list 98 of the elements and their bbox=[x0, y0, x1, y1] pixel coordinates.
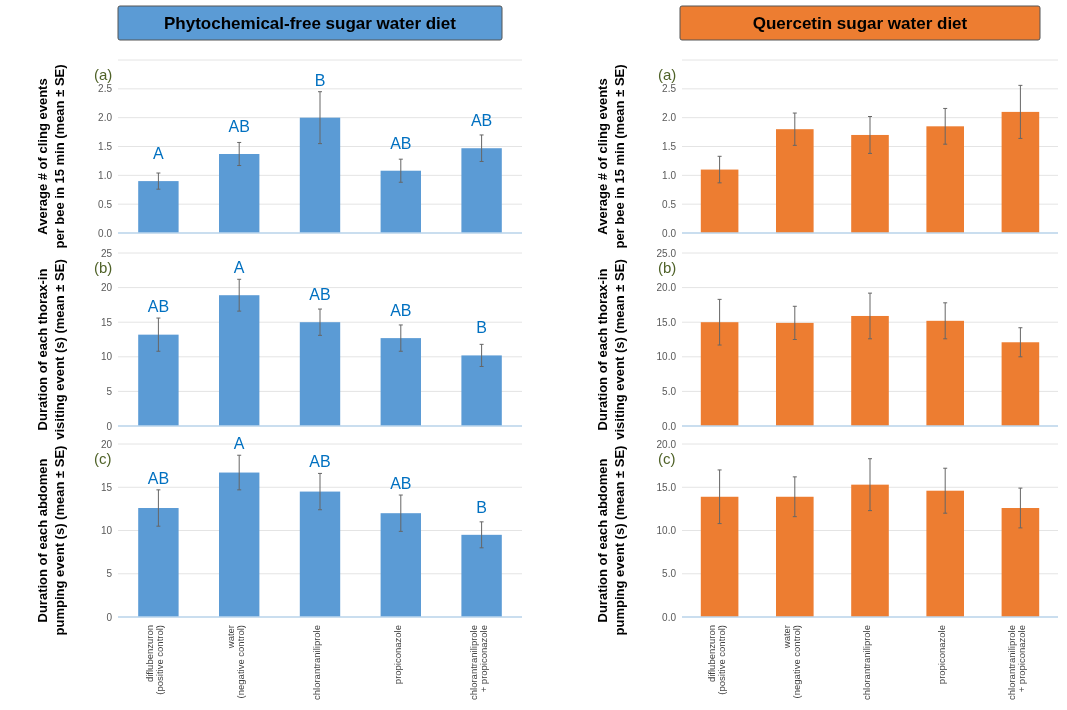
y-tick-label: 5.0 bbox=[662, 568, 677, 580]
y-tick-label: 0.5 bbox=[98, 198, 113, 210]
annotation: AB bbox=[147, 298, 170, 316]
y-tick-label: 2.0 bbox=[98, 112, 113, 124]
bar bbox=[138, 181, 179, 233]
y-tick-label: 20.0 bbox=[656, 282, 677, 294]
bar bbox=[299, 491, 341, 617]
y-tick-label: 2.5 bbox=[662, 83, 677, 95]
bar bbox=[219, 295, 260, 426]
annotation: A bbox=[233, 259, 245, 277]
y-tick-label: 1.0 bbox=[662, 169, 677, 181]
y-tick-label: 25 bbox=[100, 247, 113, 259]
bar bbox=[380, 513, 421, 617]
text: (a) bbox=[94, 66, 113, 83]
annotation: B bbox=[314, 71, 326, 89]
chart-title: Quercetin sugar water diet bbox=[752, 14, 968, 33]
bar bbox=[851, 315, 889, 426]
bar bbox=[926, 320, 964, 426]
bar bbox=[138, 334, 179, 426]
annotation: AB bbox=[309, 286, 331, 304]
y-tick-label: 10.0 bbox=[656, 525, 677, 536]
y-tick-label: 15 bbox=[100, 316, 113, 328]
y-axis-title: Duration of each thorax-in visiting event (s) (mean ± SE) bbox=[594, 259, 627, 440]
bar bbox=[700, 322, 739, 426]
y-tick-label: 20 bbox=[100, 282, 113, 294]
y-tick-label: 1.0 bbox=[98, 169, 113, 181]
y-tick-label: 10.0 bbox=[656, 351, 677, 363]
annotation: B bbox=[476, 498, 487, 516]
bar bbox=[299, 117, 341, 233]
annotation: AB bbox=[309, 453, 331, 471]
annotation: A bbox=[153, 145, 165, 163]
bar bbox=[380, 170, 421, 233]
y-tick-label: 25.0 bbox=[656, 247, 677, 259]
y-tick-label: 2.5 bbox=[98, 83, 113, 95]
y-tick-label: 5 bbox=[106, 568, 113, 580]
x-tick-label: chlorantraniliprole bbox=[311, 625, 322, 700]
bar bbox=[299, 322, 341, 426]
text: (c) bbox=[658, 450, 676, 467]
annotation: AB bbox=[390, 475, 412, 493]
chart-title: Phytochemical-free sugar water diet bbox=[164, 14, 457, 33]
y-axis-title: Duration of each thorax-in visiting event (s) (mean ± SE) bbox=[34, 259, 67, 440]
y-tick-label: 5.0 bbox=[662, 385, 677, 397]
annotation: A bbox=[233, 435, 245, 453]
y-tick-label: 0 bbox=[106, 420, 113, 432]
x-tick-label: propiconazole bbox=[936, 625, 948, 685]
text: (b) bbox=[658, 259, 677, 276]
y-tick-label: 0.5 bbox=[662, 198, 677, 210]
bar bbox=[1001, 111, 1040, 233]
y-tick-label: 0.0 bbox=[98, 227, 113, 239]
y-tick-label: 15 bbox=[100, 481, 113, 493]
y-tick-label: 10 bbox=[100, 351, 113, 363]
y-axis-title: Average # of cling events per bee in 15 min (mean ± SE) bbox=[594, 64, 627, 249]
y-tick-label: 1.5 bbox=[98, 141, 113, 152]
text: (a) bbox=[658, 66, 677, 83]
bar bbox=[461, 355, 502, 426]
y-tick-label: 0.0 bbox=[662, 420, 677, 432]
y-tick-label: 5 bbox=[106, 385, 113, 397]
x-tick-label: chlorantraniliprole + propiconazole bbox=[1006, 625, 1028, 700]
annotation: AB bbox=[147, 469, 170, 487]
y-tick-label: 2.0 bbox=[662, 112, 677, 124]
y-axis-title: Average # of cling events per bee in 15 min (mean ± SE) bbox=[34, 64, 67, 249]
bar bbox=[1001, 342, 1040, 426]
bar bbox=[700, 169, 739, 233]
x-tick-label: chlorantraniliprole bbox=[861, 625, 872, 700]
bar bbox=[138, 508, 179, 617]
x-tick-label: diflubenzuron (positive control) bbox=[705, 625, 727, 695]
x-tick-label: diflubenzuron (positive control) bbox=[144, 625, 166, 695]
bar bbox=[776, 129, 814, 233]
y-axis-title: Duration of each abdomen pumping event (s) (mean ± SE) bbox=[34, 445, 67, 636]
bar bbox=[219, 154, 260, 233]
bar bbox=[380, 338, 421, 426]
bar bbox=[926, 126, 964, 233]
y-tick-label: 0.0 bbox=[662, 227, 677, 239]
text: (c) bbox=[94, 450, 112, 467]
y-tick-label: 1.5 bbox=[662, 141, 677, 152]
bar bbox=[851, 134, 889, 233]
bar bbox=[461, 148, 502, 233]
annotation: AB bbox=[228, 118, 250, 135]
annotation: AB bbox=[390, 302, 412, 320]
x-tick-label: chlorantraniliprole + propiconazole bbox=[467, 625, 489, 700]
y-tick-label: 20.0 bbox=[656, 438, 677, 450]
y-tick-label: 0.0 bbox=[662, 611, 677, 623]
bar bbox=[776, 322, 814, 426]
x-tick-label: propiconazole bbox=[391, 625, 403, 685]
bar bbox=[219, 472, 260, 617]
y-tick-label: 15.0 bbox=[656, 316, 677, 328]
y-tick-label: 10 bbox=[100, 525, 113, 536]
x-tick-label: water (negative control) bbox=[225, 625, 247, 699]
y-tick-label: 0 bbox=[106, 611, 113, 623]
annotation: AB bbox=[390, 134, 412, 152]
x-tick-label: water (negative control) bbox=[780, 625, 802, 699]
annotation: B bbox=[476, 319, 487, 337]
y-axis-title: Duration of each abdomen pumping event (s) (mean ± SE) bbox=[594, 445, 627, 636]
bar bbox=[461, 534, 502, 617]
text: (b) bbox=[94, 259, 113, 276]
y-tick-label: 15.0 bbox=[656, 481, 677, 493]
y-tick-label: 20 bbox=[100, 438, 113, 450]
annotation: AB bbox=[470, 112, 493, 130]
